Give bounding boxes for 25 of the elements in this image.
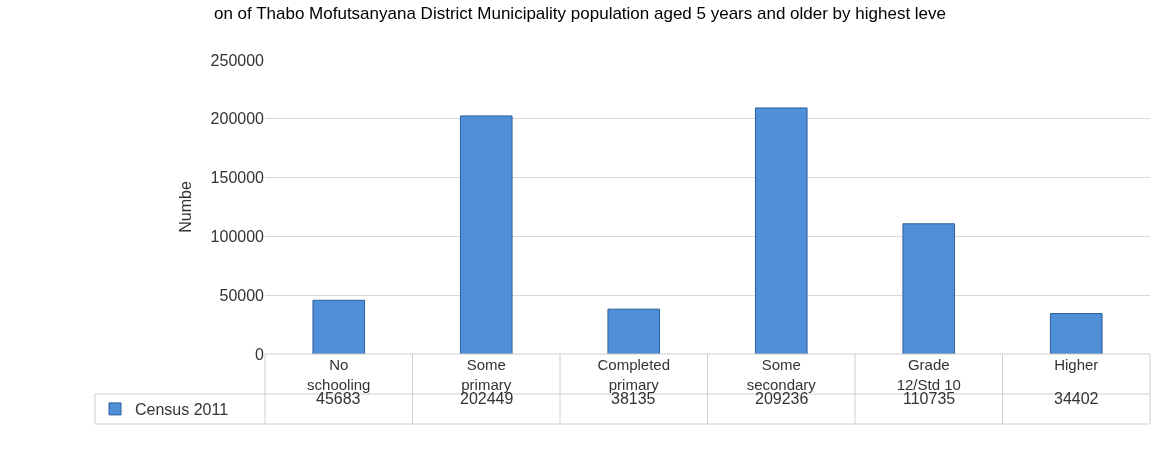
data-label: 34402	[1054, 390, 1099, 407]
x-tick-label: Some secondary	[746, 356, 817, 393]
y-tick-label: 100000	[210, 228, 265, 245]
x-tick-label: Higher	[1054, 356, 1099, 373]
y-tick-label: 200000	[210, 110, 265, 128]
bar	[459, 115, 513, 354]
x-tick-label: No schooling	[307, 356, 371, 393]
bar	[312, 299, 366, 354]
bar	[902, 223, 956, 354]
data-label: 45683	[316, 390, 361, 407]
bar	[607, 308, 661, 354]
data-label: 209236	[755, 390, 809, 407]
y-tick-label: 0	[255, 345, 265, 363]
bar	[1049, 313, 1103, 354]
x-tick-label: Some primary	[461, 356, 512, 393]
y-axis-title: Numbe	[176, 181, 194, 233]
x-tick-label: Grade 12/Std 10	[896, 356, 961, 393]
bar	[754, 107, 808, 354]
chart-title: on of Thabo Mofutsanyana District Municipality population aged 5 years and older by highest leve	[213, 3, 947, 23]
y-tick-label: 250000	[210, 51, 265, 69]
y-tick-label: 150000	[210, 169, 265, 187]
data-label: 110735	[903, 390, 956, 407]
legend-label: Census 2011	[135, 401, 229, 419]
x-tick-label: Completed primary	[597, 356, 671, 393]
y-tick-label: 50000	[219, 286, 265, 304]
